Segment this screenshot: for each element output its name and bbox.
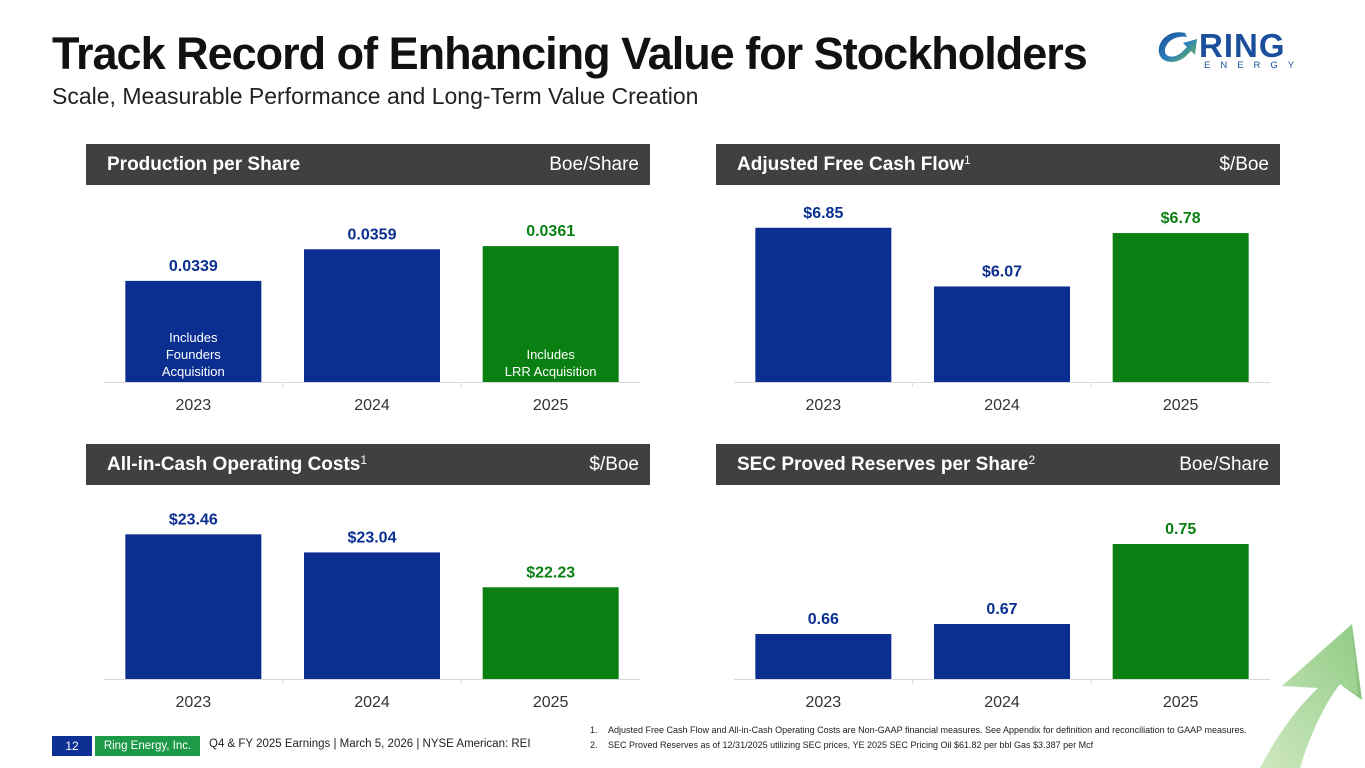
data-label: $6.07 [982, 263, 1022, 280]
x-tick-label: 2024 [984, 694, 1020, 711]
bar-annotation: Includes [526, 347, 575, 362]
x-tick-label: 2024 [354, 397, 390, 414]
footnotes: 1. Adjusted Free Cash Flow and All-in-Ca… [590, 724, 1260, 753]
bar-2024 [934, 286, 1070, 382]
panel-unit: $/Boe [1219, 154, 1269, 175]
bar-annotation: LRR Acquisition [505, 364, 597, 379]
bar-annotation: Founders [166, 347, 221, 362]
panel-proved-reserves: SEC Proved Reserves per Share2 Boe/Share… [716, 444, 1280, 719]
growth-arrow-icon [1260, 624, 1362, 768]
footer-meta: Q4 & FY 2025 Earnings | March 5, 2026 | … [209, 738, 531, 750]
panel-unit: Boe/Share [1179, 454, 1269, 475]
x-tick-label: 2023 [806, 694, 842, 711]
footnote-number: 1. [590, 725, 598, 735]
logo-wordmark: RING [1199, 27, 1286, 64]
bar-2024 [934, 624, 1070, 679]
bar-2023 [125, 534, 262, 679]
data-label: 0.0339 [169, 258, 218, 275]
footer-company: Ring Energy, Inc. [95, 736, 200, 756]
x-tick-label: 2024 [354, 694, 390, 711]
data-label: $6.78 [1161, 210, 1201, 227]
data-label: 0.67 [986, 601, 1017, 618]
production-per-share-chart: 0.0339 2023 Includes Founders Acquisition 0.0… [104, 223, 640, 414]
panel-title-text: Production per Share [107, 154, 301, 175]
footnote-ref: 1 [360, 453, 368, 467]
data-label: 0.0361 [526, 223, 575, 240]
adjusted-free-cash-flow-chart: $6.85 2023 $6.07 2024 $6.78 2025 [734, 205, 1270, 414]
footnote-2: 2. SEC Proved Reserves as of 12/31/2025 … [590, 739, 1260, 752]
proved-reserves-chart: 0.66 2023 0.67 2024 0.75 2025 [734, 521, 1270, 711]
ring-swoosh-arrow-icon [1158, 32, 1197, 62]
footnote-number: 2. [590, 739, 598, 750]
footnote-text: SEC Proved Reserves as of 12/31/2025 uti… [608, 739, 1094, 750]
panel-header: SEC Proved Reserves per Share2 Boe/Share [716, 444, 1280, 485]
data-label: $6.85 [803, 205, 843, 222]
bar-2025 [1112, 544, 1249, 679]
company-logo: RING ENERGY [1155, 27, 1315, 75]
bar-2025 [482, 587, 619, 679]
x-tick-label: 2025 [1163, 397, 1199, 414]
panel-header: All-in-Cash Operating Costs1 $/Boe [86, 444, 650, 485]
bar-2025 [482, 246, 619, 382]
bar-2025 [1112, 233, 1249, 382]
bar-2023 [125, 280, 262, 382]
bar-2023 [755, 227, 892, 382]
panel-unit: Boe/Share [549, 154, 639, 175]
data-label: $22.23 [526, 564, 575, 581]
x-tick-label: 2025 [533, 694, 569, 711]
panel-title: All-in-Cash Operating Costs1 [107, 453, 368, 476]
bar-2023 [755, 634, 892, 679]
panel-unit: $/Boe [589, 454, 639, 475]
panel-title: Production per Share [107, 154, 300, 176]
footnote-1: 1. Adjusted Free Cash Flow and All-in-Ca… [590, 724, 1260, 737]
operating-costs-chart: $23.46 2023 $23.04 2024 $22.23 2025 [104, 511, 640, 711]
panel-header: Adjusted Free Cash Flow1 $/Boe [716, 144, 1280, 185]
data-label: 0.66 [808, 611, 839, 628]
panel-header: Production per Share Boe/Share [86, 144, 650, 185]
panel-title-text: SEC Proved Reserves per Share [737, 454, 1029, 475]
x-tick-label: 2024 [984, 397, 1020, 414]
bar-2024 [304, 249, 440, 382]
x-tick-label: 2025 [533, 397, 569, 414]
panel-operating-costs: All-in-Cash Operating Costs1 $/Boe $23.4… [86, 444, 650, 719]
panel-title-text: All-in-Cash Operating Costs [107, 454, 361, 475]
panel-title: SEC Proved Reserves per Share2 [737, 453, 1036, 476]
data-label: 0.0359 [348, 226, 397, 243]
x-tick-label: 2023 [176, 694, 212, 711]
data-label: 0.75 [1165, 521, 1196, 538]
bar-annotation: Includes [169, 330, 218, 345]
panel-production-per-share: Production per Share Boe/Share 0.0339 202… [86, 144, 650, 424]
data-label: $23.04 [348, 529, 397, 546]
footnote-ref: 2 [1028, 453, 1036, 467]
footnote-text: Adjusted Free Cash Flow and All-in-Cash … [608, 725, 1247, 735]
panel-title: Adjusted Free Cash Flow1 [737, 153, 971, 176]
panel-adjusted-free-cash-flow: Adjusted Free Cash Flow1 $/Boe $6.85 2023… [716, 144, 1280, 424]
data-label: $23.46 [169, 511, 218, 528]
slide-title: Track Record of Enhancing Value for Stoc… [52, 28, 1088, 79]
footnote-ref: 1 [963, 153, 971, 167]
bar-2024 [304, 552, 440, 679]
page-number: 12 [52, 736, 92, 756]
slide-subtitle: Scale, Measurable Performance and Long-T… [52, 83, 699, 109]
x-tick-label: 2023 [176, 397, 212, 414]
logo-tagline: ENERGY [1204, 60, 1305, 71]
x-tick-label: 2025 [1163, 694, 1199, 711]
panel-title-text: Adjusted Free Cash Flow [737, 154, 964, 175]
x-tick-label: 2023 [806, 397, 842, 414]
bar-annotation: Acquisition [162, 364, 225, 379]
